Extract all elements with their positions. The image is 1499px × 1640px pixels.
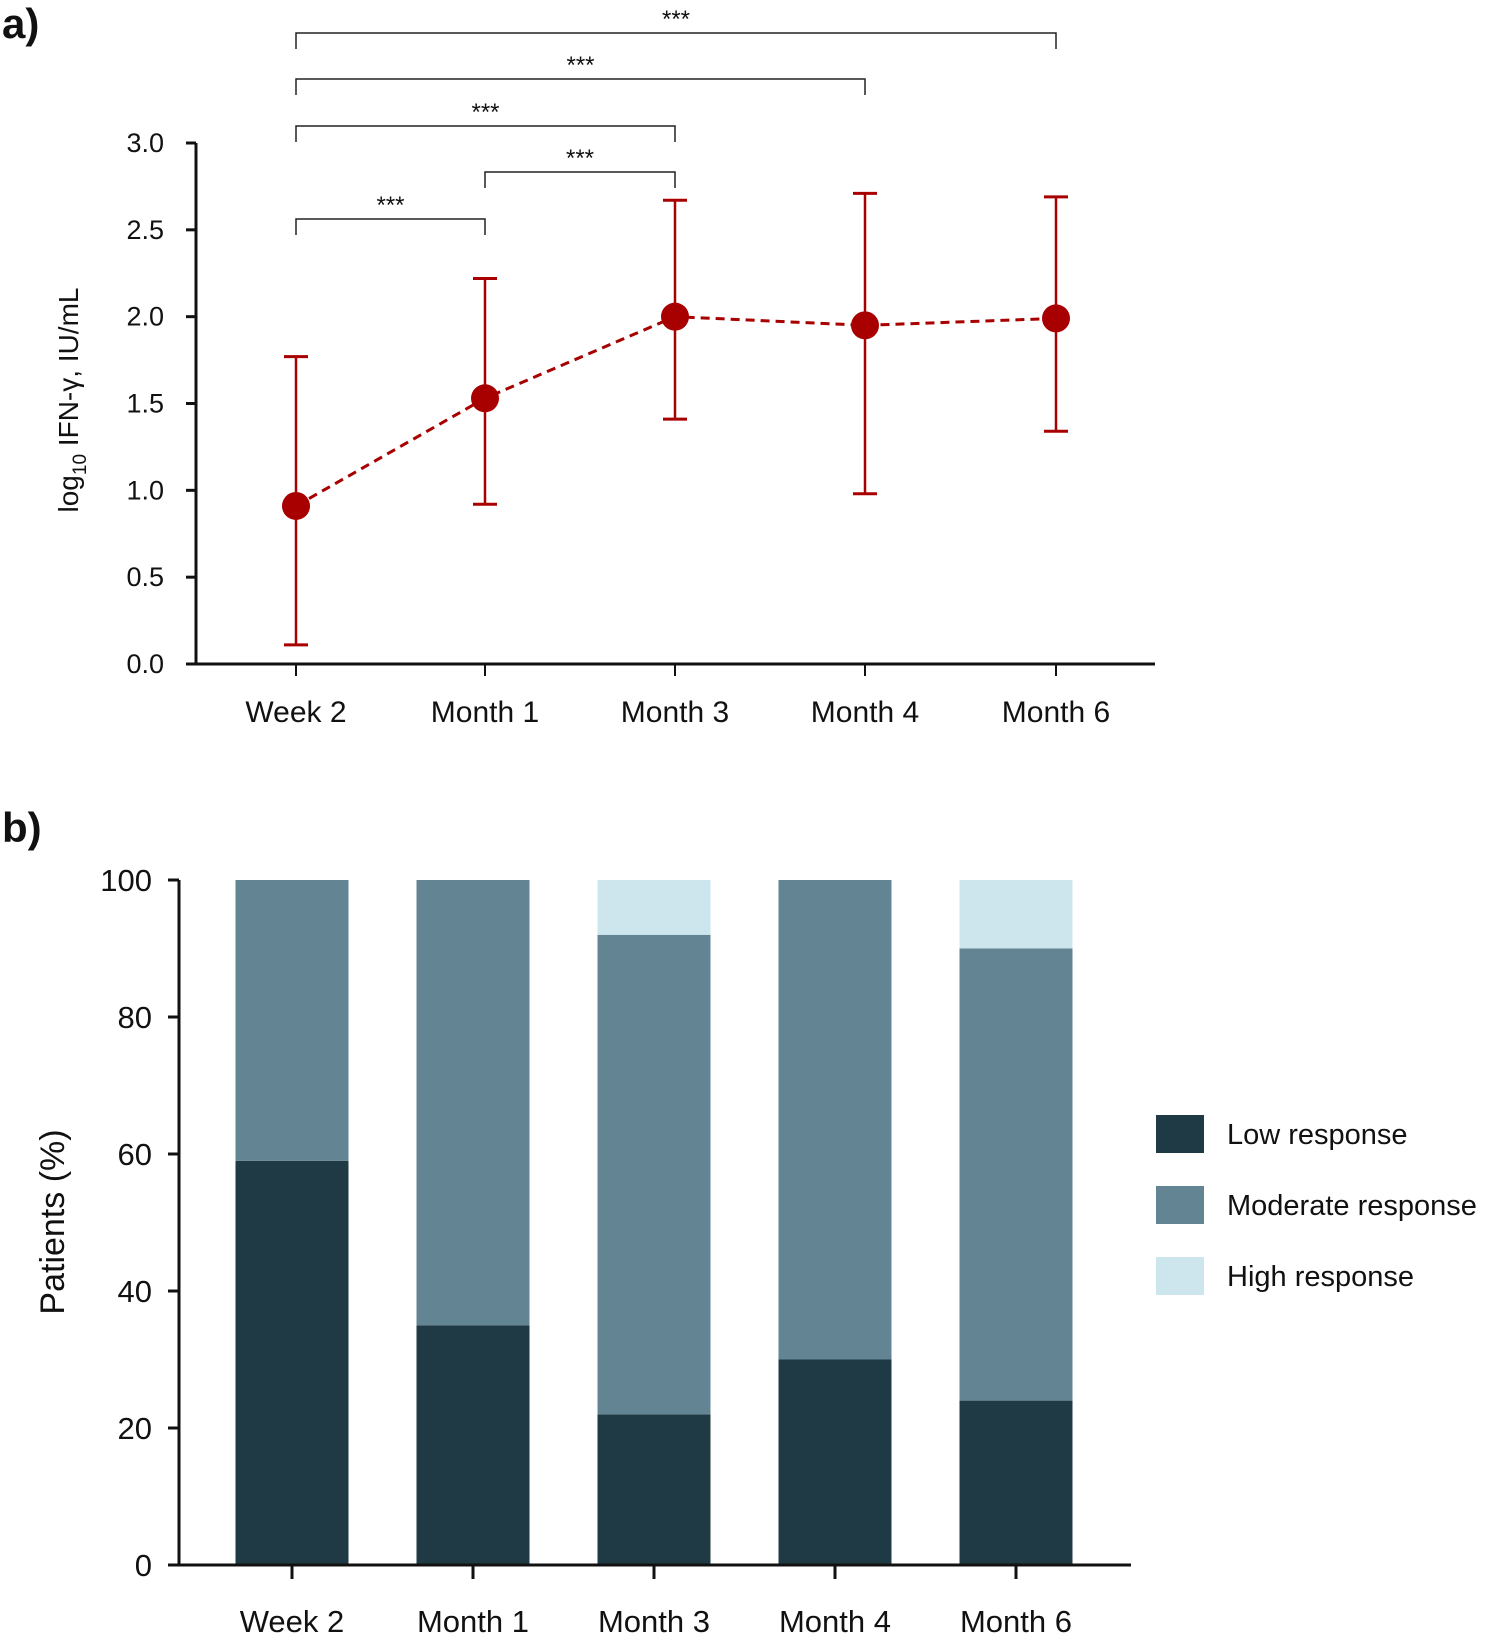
bar-segment-moderate-response bbox=[416, 880, 530, 1326]
y-tick-label: 2.5 bbox=[126, 215, 164, 245]
x-tick-label: Month 1 bbox=[417, 1604, 529, 1639]
y-title-rest: IFN-γ, IU/mL bbox=[53, 288, 84, 454]
legend-label: Moderate response bbox=[1227, 1190, 1477, 1222]
x-tick-label: Month 6 bbox=[960, 1604, 1072, 1639]
y-tick-label: 2.0 bbox=[126, 302, 164, 332]
panel-a-chart: 0.0 0.5 1.0 1.5 2.0 2.5 3.0 Week 2 Month 1 Month … bbox=[126, 6, 1155, 729]
significance-label: *** bbox=[566, 145, 594, 172]
y-tick-label: 0 bbox=[135, 1548, 152, 1583]
significance-label: *** bbox=[566, 52, 594, 79]
significance-bracket bbox=[295, 125, 676, 142]
bar-segment-low-response bbox=[778, 1359, 892, 1565]
y-tick-label: 0.5 bbox=[126, 562, 164, 592]
x-tick-label: Week 2 bbox=[240, 1604, 345, 1639]
legend-swatch bbox=[1156, 1186, 1204, 1224]
panel-a-label: a) bbox=[2, 0, 39, 47]
x-tick-label: Month 4 bbox=[811, 696, 919, 729]
y-tick-label: 60 bbox=[118, 1137, 152, 1172]
bar-segment-moderate-response bbox=[597, 934, 711, 1415]
legend-swatch bbox=[1156, 1257, 1204, 1295]
x-tick-label: Week 2 bbox=[245, 696, 346, 729]
data-point bbox=[1042, 304, 1070, 333]
bar-segment-low-response bbox=[959, 1400, 1073, 1565]
y-tick-label: 1.0 bbox=[126, 475, 164, 505]
significance-label: *** bbox=[662, 6, 690, 33]
bar-segment-high-response bbox=[597, 880, 711, 935]
significance-bracket bbox=[295, 32, 1057, 49]
y-tick-label: 80 bbox=[118, 1000, 152, 1035]
bar-segment-moderate-response bbox=[235, 880, 349, 1161]
y-tick-label: 20 bbox=[118, 1411, 152, 1446]
y-title-log: log bbox=[53, 475, 84, 512]
y-tick-label: 100 bbox=[100, 863, 152, 898]
y-tick-label: 1.5 bbox=[126, 389, 164, 419]
y-tick-label: 0.0 bbox=[126, 649, 164, 679]
significance-label: *** bbox=[376, 192, 404, 219]
x-tick-label: Month 3 bbox=[598, 1604, 710, 1639]
data-point bbox=[471, 384, 499, 413]
bar-segment-low-response bbox=[416, 1325, 530, 1565]
bar-segment-moderate-response bbox=[778, 880, 892, 1360]
y-tick-label: 3.0 bbox=[126, 128, 164, 158]
panel-b-y-axis-title: Patients (%) bbox=[34, 1129, 72, 1314]
legend-label: High response bbox=[1227, 1261, 1414, 1293]
legend-label: Low response bbox=[1227, 1119, 1408, 1151]
panel-b-chart: Week 2 Month 1 Month 3 Month 4 Month 6 0 20 40 6… bbox=[100, 863, 1477, 1639]
significance-bracket bbox=[295, 78, 866, 95]
bar-segment-low-response bbox=[235, 1160, 349, 1565]
panel-a-y-axis-title: log10 IFN-γ, IU/mL bbox=[53, 288, 91, 513]
x-tick-label: Month 6 bbox=[1002, 696, 1110, 729]
bar-segment-high-response bbox=[959, 880, 1073, 949]
data-point bbox=[282, 491, 310, 520]
panel-b-label: b) bbox=[2, 804, 42, 851]
x-tick-label: Month 4 bbox=[779, 1604, 891, 1639]
significance-label: *** bbox=[471, 99, 499, 126]
legend-swatch bbox=[1156, 1115, 1204, 1153]
bar-segment-low-response bbox=[597, 1414, 711, 1565]
data-point bbox=[661, 302, 689, 331]
x-tick-label: Month 1 bbox=[431, 696, 539, 729]
y-title-subscript: 10 bbox=[70, 454, 91, 475]
significance-bracket bbox=[295, 218, 486, 235]
bar-segment-moderate-response bbox=[959, 948, 1073, 1401]
significance-bracket bbox=[484, 171, 676, 188]
y-tick-label: 40 bbox=[118, 1274, 152, 1309]
data-point bbox=[851, 311, 879, 340]
x-tick-label: Month 3 bbox=[621, 696, 729, 729]
